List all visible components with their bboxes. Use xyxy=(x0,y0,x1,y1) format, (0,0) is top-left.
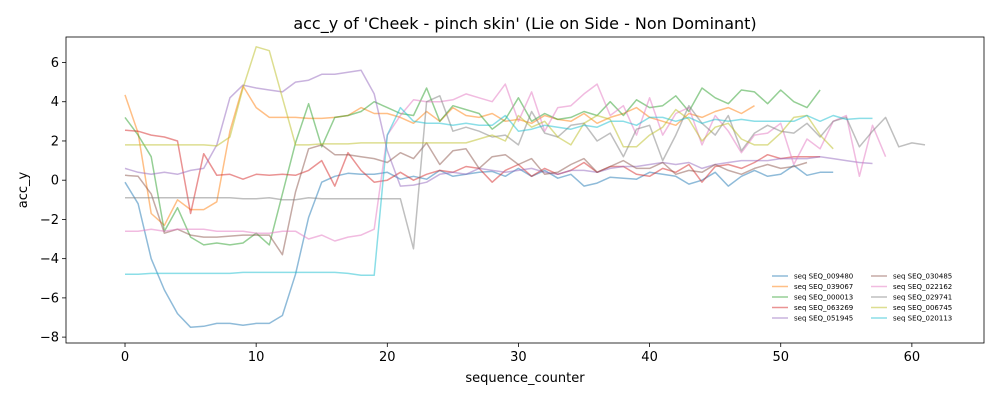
plot-frame xyxy=(65,36,985,344)
y-tick-label-5: 2 xyxy=(51,134,59,149)
series-layer xyxy=(124,46,926,329)
y-tick-label-3: −2 xyxy=(40,213,59,228)
x-tick-label-5: 50 xyxy=(772,350,789,365)
series-line-9 xyxy=(125,106,873,277)
x-tick-label-2: 20 xyxy=(379,350,396,365)
y-tick-label-0: −8 xyxy=(40,331,59,346)
legend-label-1: seq SEQ_039067 xyxy=(794,283,853,291)
y-tick-label-6: 4 xyxy=(51,95,59,110)
y-axis: −8 −6 −4 −2 0 2 4 6 xyxy=(40,56,66,346)
legend-label-9: seq SEQ_020113 xyxy=(893,315,952,323)
series-line-5 xyxy=(124,142,808,256)
legend-label-8: seq SEQ_006745 xyxy=(893,304,952,312)
y-tick-label-1: −6 xyxy=(40,291,59,306)
chart-title: acc_y of 'Cheek - pinch skin' (Lie on Si… xyxy=(293,14,756,34)
legend-label-3: seq SEQ_063269 xyxy=(794,304,853,312)
legend-label-5: seq SEQ_030485 xyxy=(893,273,952,281)
legend-label-7: seq SEQ_029741 xyxy=(893,294,952,302)
y-tick-label-2: −4 xyxy=(40,252,59,267)
x-tick-label-4: 40 xyxy=(641,350,658,365)
y-tick-label-7: 6 xyxy=(51,56,59,71)
series-line-3 xyxy=(124,129,821,215)
x-axis: 0 10 20 30 40 50 60 xyxy=(121,343,920,365)
legend-label-6: seq SEQ_022162 xyxy=(893,283,952,291)
x-tick-label-0: 0 xyxy=(121,350,129,365)
x-tick-label-3: 30 xyxy=(510,350,527,365)
x-tick-label-6: 60 xyxy=(904,350,921,365)
x-tick-label-1: 10 xyxy=(248,350,265,365)
series-line-4 xyxy=(124,69,873,187)
x-axis-label: sequence_counter xyxy=(465,371,585,386)
series-line-0 xyxy=(124,164,834,329)
series-line-6 xyxy=(125,83,887,242)
y-axis-label: acc_y xyxy=(16,171,31,208)
series-line-8 xyxy=(125,46,834,150)
legend-label-2: seq SEQ_000013 xyxy=(794,294,853,302)
series-line-2 xyxy=(124,87,821,246)
series-line-7 xyxy=(125,95,926,250)
plot-area xyxy=(65,36,985,344)
legend-label-4: seq SEQ_051945 xyxy=(794,315,853,323)
y-tick-label-4: 0 xyxy=(51,174,59,189)
legend-label-0: seq SEQ_009480 xyxy=(794,273,853,281)
